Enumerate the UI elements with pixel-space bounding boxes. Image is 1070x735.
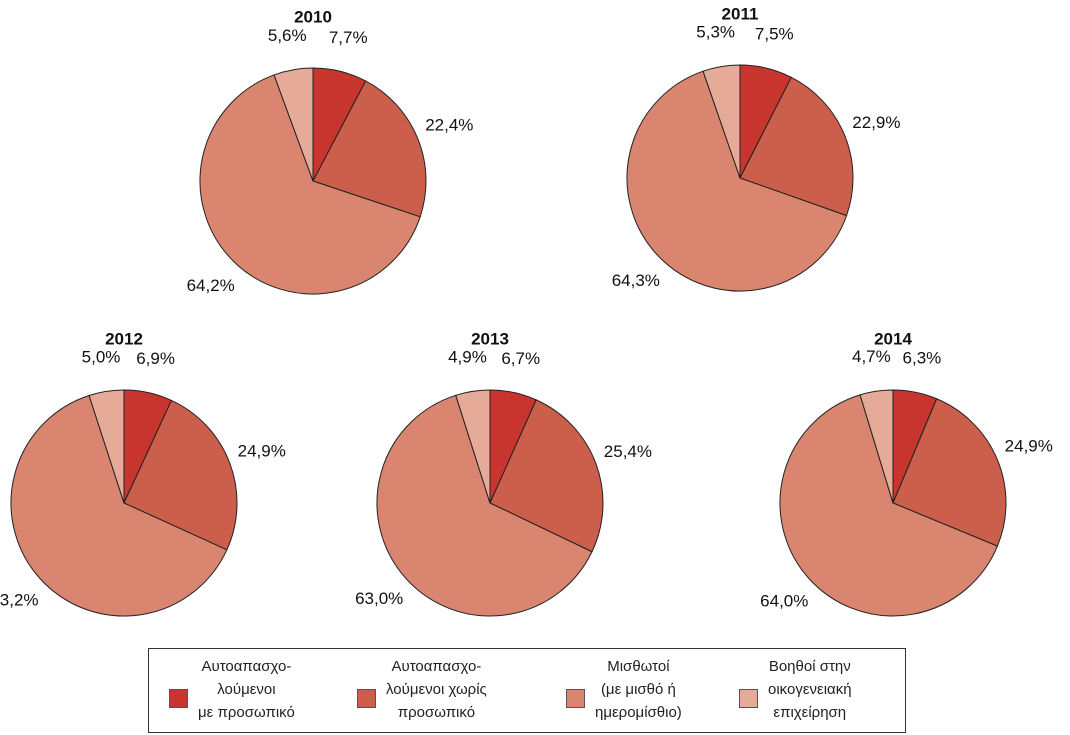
pie-slice — [859, 389, 894, 504]
legend-swatch — [169, 689, 188, 708]
data-label: 63,2% — [0, 590, 39, 609]
data-label: 6,3% — [903, 348, 942, 367]
pie-slice — [702, 64, 741, 179]
legend-item: Αυτοαπασχο- λούμενοι με προσωπικό — [169, 655, 295, 724]
legend-swatch — [566, 689, 585, 708]
legend: Αυτοαπασχο- λούμενοι με προσωπικό Αυτοαπα… — [148, 648, 906, 733]
data-label: 7,5% — [755, 25, 794, 44]
legend-item: Μισθωτοί (με μισθό ή ημερομίσθιο) — [566, 655, 682, 724]
data-label: 24,9% — [238, 441, 286, 460]
pie-slice — [123, 399, 238, 551]
data-label: 22,4% — [425, 116, 473, 135]
pie-slice — [892, 398, 1007, 547]
chart-title: 2013 — [471, 329, 509, 348]
data-label: 64,0% — [760, 591, 808, 610]
data-label: 63,0% — [355, 589, 403, 608]
chart-title: 2014 — [874, 329, 912, 348]
data-label: 4,7% — [852, 347, 891, 366]
pie-slice — [199, 74, 421, 295]
data-label: 64,2% — [187, 276, 235, 295]
legend-label: Βοηθοί στην οικογενειακή επιχείρηση — [768, 658, 852, 721]
data-label: 6,9% — [136, 349, 175, 368]
chart-title: 2010 — [294, 7, 332, 26]
legend-label: Αυτοαπασχο- λούμενοι χωρίς προσωπικό — [386, 658, 487, 721]
legend-item: Αυτοαπασχο- λούμενοι χωρίς προσωπικό — [357, 655, 487, 724]
data-label: 4,9% — [448, 347, 487, 366]
legend-swatch — [357, 689, 376, 708]
pie-slice — [312, 80, 427, 218]
pie-slice — [779, 394, 999, 617]
data-label: 22,9% — [852, 113, 900, 132]
data-label: 5,6% — [268, 26, 307, 45]
data-label: 5,3% — [696, 23, 735, 42]
pie-chart: 2011 7,5% 22,9% 64,3% 5,3% — [612, 4, 901, 292]
pie-slice — [273, 67, 314, 182]
pie-slice — [455, 389, 491, 504]
pie-slice — [376, 394, 593, 617]
data-label: 6,7% — [501, 349, 540, 368]
legend-label: Μισθωτοί (με μισθό ή ημερομίσθιο) — [595, 658, 682, 721]
data-label: 7,7% — [329, 28, 368, 47]
pie-slice — [626, 70, 848, 292]
legend-swatch — [739, 689, 758, 708]
legend-label: Αυτοαπασχο- λούμενοι με προσωπικό — [198, 658, 295, 721]
pie-chart: 2010 7,7% 22,4% 64,2% 5,6% — [187, 7, 474, 294]
chart-title: 2011 — [722, 4, 759, 23]
pie-slice — [10, 394, 228, 617]
data-label: 24,9% — [1005, 436, 1053, 455]
data-label: 25,4% — [604, 442, 652, 461]
pie-slice — [489, 399, 604, 553]
data-label: 64,3% — [612, 271, 660, 290]
pie-slice — [739, 76, 854, 217]
legend-item: Βοηθοί στην οικογενειακή επιχείρηση — [739, 655, 852, 724]
charts: 2010 7,7% 22,4% 64,2% 5,6% 2011 7,5% 22,9% 64,3%… — [0, 4, 1053, 617]
data-label: 5,0% — [82, 347, 121, 366]
chart-title: 2012 — [105, 329, 143, 348]
pie-slice — [88, 389, 125, 504]
